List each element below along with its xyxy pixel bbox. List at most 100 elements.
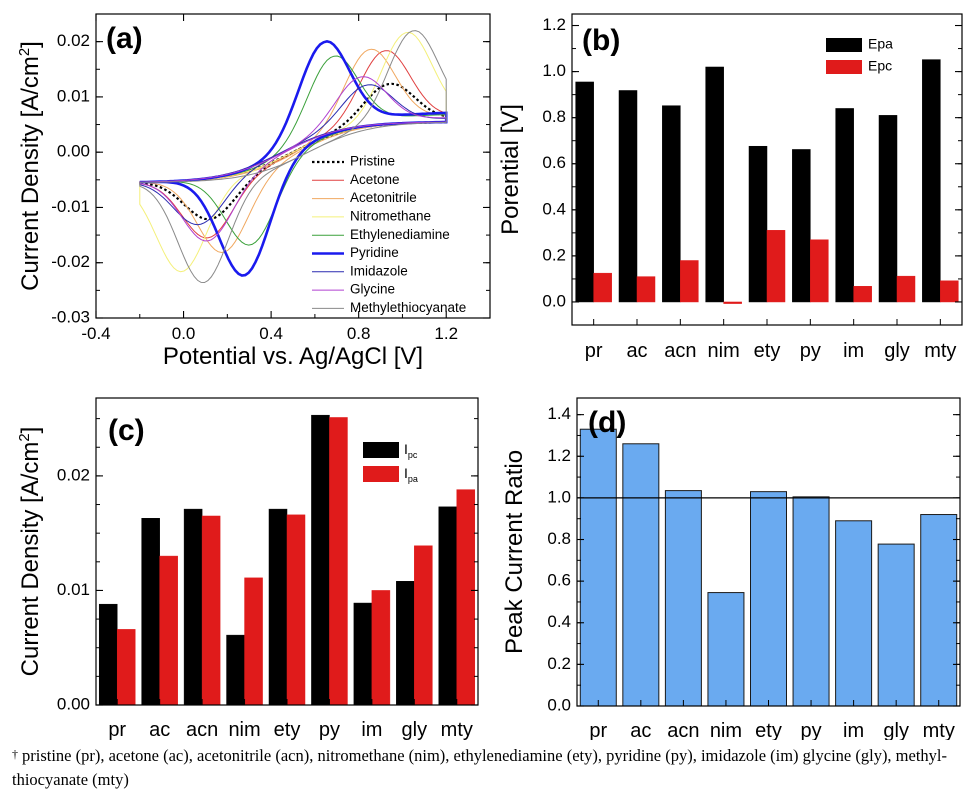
panel-c-ylabel: Current Density [A/cm2] [17,427,44,677]
panel-c-legend-label-ipa: Ipa [404,465,418,484]
panel-c-bar-ipa [456,489,476,706]
legend-label-methylethiocyanate: Methylethiocyanate [350,300,466,315]
panel-c-bar-ipa [159,555,178,706]
cv-curve-methylethiocyanate [139,30,447,284]
panel-c-category-label: im [361,719,382,740]
panel-a-ytick-label: -0.01 [51,197,90,216]
panel-d-frame [576,397,961,707]
panel-b-bar-epc [940,280,959,303]
panel-c-category-label: nim [228,719,260,740]
panel-c-bar-ipc [311,414,330,706]
legend-label-nitromethane: Nitromethane [350,208,431,223]
figure: -0.4 0.0 0.4 0.8 1.2 -0.03 -0.02 -0.01 0.00 0.01 0… [17,13,963,740]
panel-d-bar-ratio [835,520,873,707]
panel-d-ytick-label: 1.2 [547,446,571,465]
panel-c-legend-swatch-ipa [363,466,399,482]
panel-b-bar-epc [896,275,916,303]
panel-c-ytick-label: 0.01 [57,580,90,599]
panel-b-category-label: im [843,340,864,362]
panel-d-bar-ratio [707,592,745,707]
panel-d-category-label: py [800,720,821,740]
panel-d-ytick-label: 0.2 [547,654,571,673]
panel-c-category-label: py [319,719,340,740]
panel-c-legend-swatch-ipc [363,442,399,458]
panel-b-category-label: pr [585,340,603,362]
panel-d-category-label: nim [710,720,742,740]
footnote-mark: † [12,747,18,761]
panel-b-legend-label-epc: Epc [868,58,892,74]
legend-label-glycine: Glycine [350,282,395,297]
panel-b-ytick-label: 0.2 [542,245,566,264]
panel-b-bar-epc [636,276,656,303]
panel-c-category-label: ac [149,719,170,740]
panel-c-category-label: ety [274,719,301,740]
panel-b-bar-epa [835,108,854,303]
panel-d-bar-ratio [622,443,660,707]
panel-c-bar-ipc [98,603,118,706]
panel-d-category-label: im [843,720,864,740]
panel-a-xlabel: Potential vs. Ag/AgCl [V] [163,343,423,370]
panel-a-frame [95,13,491,319]
panel-b-bar-epa [662,105,681,303]
panel-d-bar-ratio [750,491,787,707]
panel-c-bar-ipc [226,634,245,706]
panel-a-xtick-label: -0.4 [81,324,110,343]
panel-b-category-label: nim [708,340,740,362]
panel-c-bar-ipa [329,417,348,706]
panel-d-ytick-label: 0.8 [547,529,571,548]
panel-d-category-label: ac [630,720,651,740]
panel-a-xtick-label: 0.0 [172,324,196,343]
panel-b-bar-epa [922,59,941,303]
legend-label-pyridine: Pyridine [350,245,399,260]
legend-label-pristine: Pristine [350,154,395,169]
panel-b-category-label: mty [924,340,956,362]
panel-b-bar-epa [618,90,638,303]
footnote-text: pristine (pr), acetone (ac), acetonitril… [12,746,948,789]
panel-c-bar-ipa [414,545,433,706]
panel-c-bar-ipc [183,508,203,706]
panel-b-bar-epc [766,230,786,303]
panel-c-category-label: pr [108,719,126,740]
panel-b-legend-swatch-epc [826,60,862,74]
panel-a-legend: Pristine Acetone Acetonitrile Nitromethane E… [312,154,466,315]
panel-b-bar-epc [680,260,699,303]
panel-b-ytick-label: 0.6 [542,153,566,172]
panel-b-bar-epa [878,115,898,303]
panel-d-ylabel: Peak Current Ratio [501,450,528,654]
panel-b-bar-epc [853,286,872,303]
legend-label-acetonitrile: Acetonitrile [350,190,417,205]
panel-b-ytick-label: 1.0 [542,61,566,80]
panel-c-bar-ipc [438,506,458,706]
panel-a-ytick-label: -0.03 [51,307,90,326]
panel-c-ytick-label: 0.00 [57,694,90,713]
panel-d-bar-ratio [920,514,958,707]
panel-d-bar-ratio [664,490,702,707]
legend-label-acetone: Acetone [350,172,400,187]
panel-d-bar-ratio [877,543,915,707]
panel-b-ytick-label: 0.8 [542,107,566,126]
panel-d-ytick-label: 0.0 [547,695,571,714]
panel-b-category-label: ety [754,340,781,362]
panel-c-bar-ipa [286,514,306,706]
panel-a-ytick-label: -0.02 [51,252,90,271]
panel-b-category-label: ac [626,340,647,362]
panel-b-frame [571,13,963,326]
panel-d-ytick-label: 1.0 [547,487,571,506]
panel-c-category-label: mty [441,719,473,740]
panel-a-xtick-label: 1.2 [434,324,458,343]
panel-d-category-label: gly [883,720,909,740]
panel-c-bar-ipa [116,629,136,706]
panel-b-bar-epa [792,149,811,303]
panel-a-ytick-label: 0.01 [57,86,90,105]
panel-b-bar-epa [748,145,768,303]
panel-c-bar-ipa [201,515,221,706]
panel-d-ytick-label: 0.6 [547,571,571,590]
panel-b-category-label: gly [884,340,910,362]
panel-b-legend-swatch-epa [826,38,862,52]
panel-c-category-label: acn [186,719,218,740]
panel-c-bar-ipc [141,518,160,706]
panel-a-ytick-label: 0.00 [57,142,90,161]
panel-d-category-label: mty [923,720,955,740]
panel-d-bar-ratio [792,496,830,707]
legend-label-imidazole: Imidazole [350,263,408,278]
